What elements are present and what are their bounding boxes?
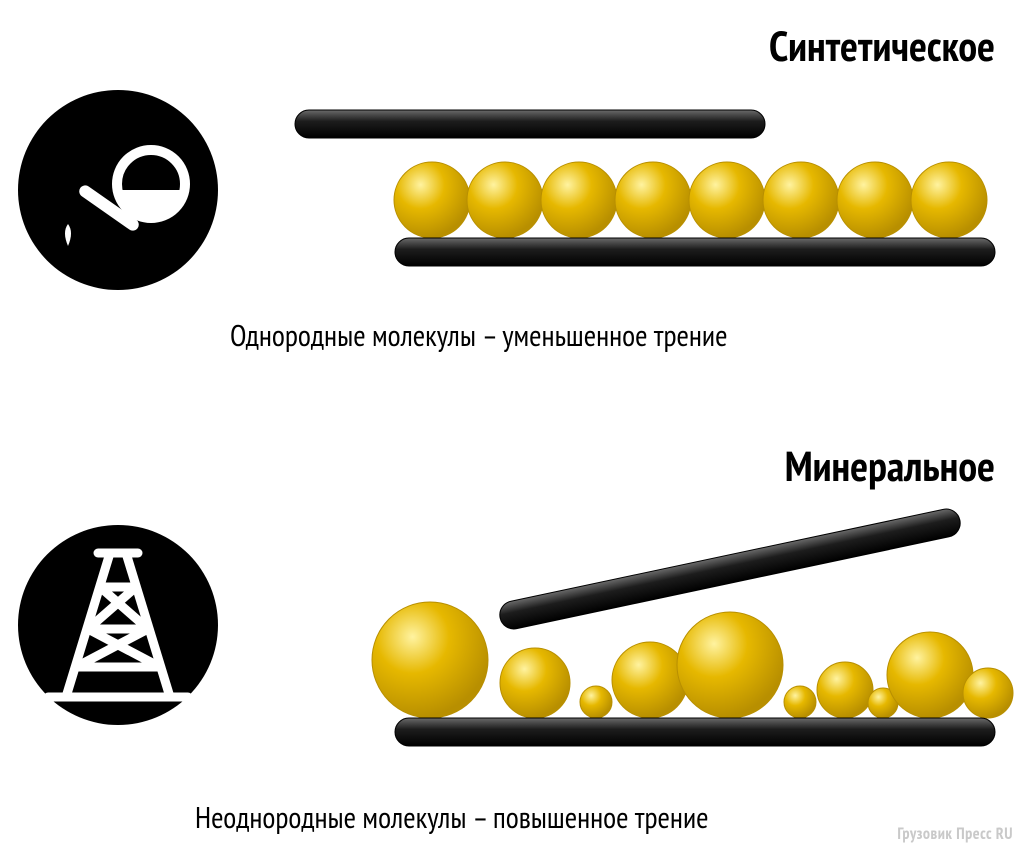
mineral-molecule-9 [963, 668, 1013, 718]
mineral-molecule-3 [612, 642, 688, 718]
synthetic-title: Синтетическое [769, 18, 995, 73]
mineral-molecule-8 [887, 632, 973, 718]
mineral-molecule-4 [677, 612, 783, 718]
mineral-molecule-6 [817, 662, 873, 718]
mineral-molecule-0 [372, 602, 488, 718]
synthetic-molecule-4 [689, 162, 765, 238]
mineral-bottom-bar [395, 718, 995, 746]
diagram-svg [0, 0, 1025, 850]
mineral-molecule-1 [500, 648, 570, 718]
watermark-text: Грузовик Пресс RU [897, 824, 1013, 844]
synthetic-bottom-bar [395, 238, 995, 266]
synthetic-top-bar [295, 110, 765, 138]
mineral-molecule-2 [580, 686, 612, 718]
mineral-molecule-5 [784, 686, 816, 718]
synthetic-molecule-7 [911, 162, 987, 238]
synthetic-caption: Однородные молекулы – уменьшенное трение [230, 316, 727, 355]
mineral-title: Минеральное [785, 438, 995, 493]
diagram-canvas: Синтетическое Однородные молекулы – умен… [0, 0, 1025, 850]
synthetic-molecule-3 [615, 162, 691, 238]
synthetic-molecule-2 [541, 162, 617, 238]
synthetic-molecule-5 [763, 162, 839, 238]
synthetic-molecule-1 [467, 162, 543, 238]
synthetic-molecule-6 [837, 162, 913, 238]
synthetic-molecule-0 [394, 162, 470, 238]
mineral-caption: Неоднородные молекулы – повышенное трени… [195, 798, 709, 837]
